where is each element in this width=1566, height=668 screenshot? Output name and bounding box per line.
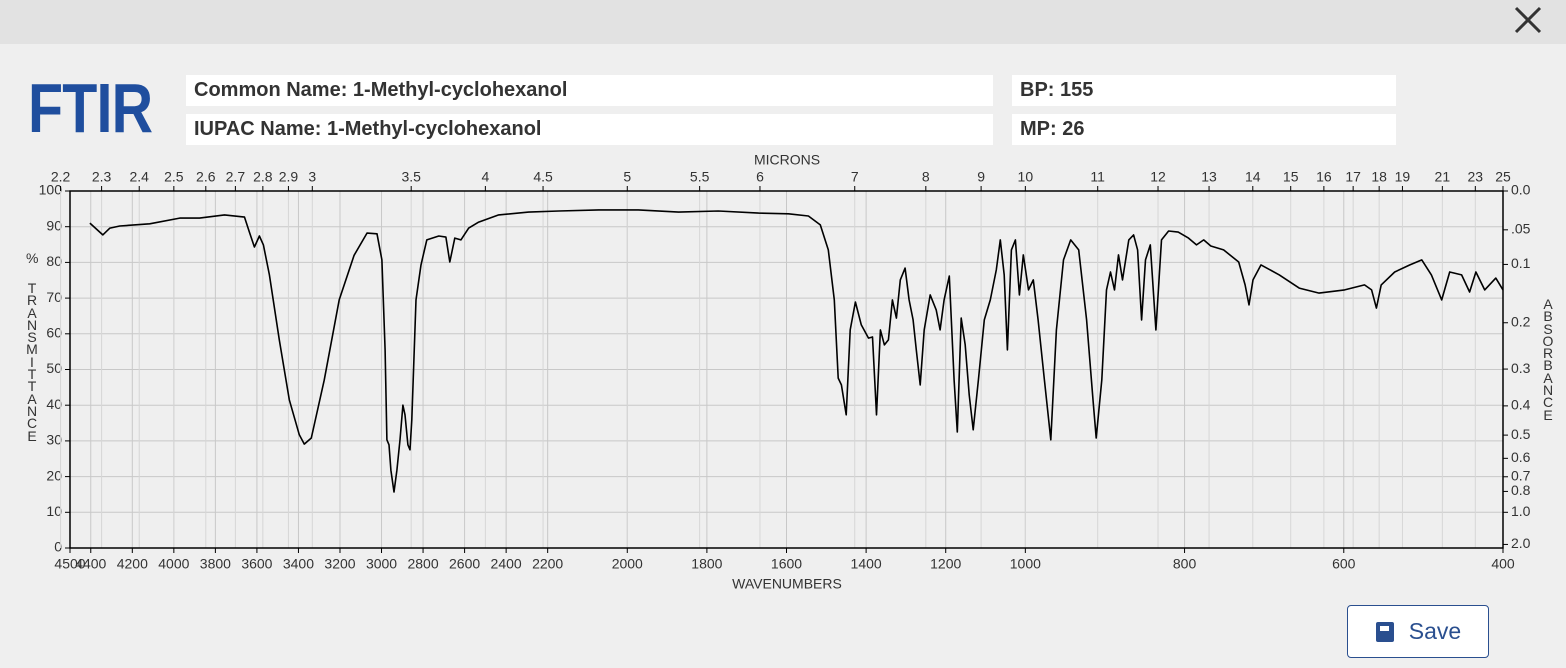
- x2-tick-label: 17: [1345, 169, 1361, 185]
- x2-tick-label: 8: [922, 169, 930, 185]
- y-tick-label: 100: [39, 182, 63, 198]
- y-tick-label: 30: [46, 432, 62, 448]
- y2-tick-label: 0.6: [1511, 449, 1531, 465]
- y-tick-label: 0: [54, 539, 62, 555]
- x-tick-label: 2200: [532, 556, 563, 572]
- y2-tick-label: 0.1: [1511, 255, 1531, 271]
- x2-tick-label: 14: [1245, 169, 1261, 185]
- x2-tick-label: 3.5: [401, 169, 421, 185]
- x2-tick-label: 25: [1495, 169, 1511, 185]
- y2-tick-label: 1.0: [1511, 503, 1531, 519]
- y-axis-label: TRANSMITTANCE: [26, 280, 38, 444]
- x-tick-label: 3200: [324, 556, 355, 572]
- x2-tick-label: 13: [1201, 169, 1217, 185]
- x2-tick-label: 19: [1395, 169, 1411, 185]
- x-tick-label: 3800: [200, 556, 231, 572]
- x2-tick-label: 11: [1090, 169, 1105, 185]
- x-tick-label: 4500: [54, 556, 85, 572]
- x2-tick-label: 3: [308, 169, 316, 185]
- x-tick-label: 1000: [1010, 556, 1041, 572]
- y-tick-label: 90: [46, 217, 62, 233]
- y-tick-label: 70: [46, 289, 62, 305]
- x2-tick-label: 23: [1468, 169, 1484, 185]
- logo: FTIR: [28, 69, 153, 147]
- x2-tick-label: 2.5: [164, 169, 184, 185]
- x-tick-label: 800: [1173, 556, 1197, 572]
- x-tick-label: 4200: [117, 556, 148, 572]
- save-label[interactable]: Save: [1408, 618, 1462, 644]
- x2-tick-label: 2.7: [226, 169, 246, 185]
- x2-tick-label: 5: [623, 169, 631, 185]
- x-tick-label: 2600: [449, 556, 480, 572]
- y2-tick-label: 0.5: [1511, 426, 1531, 442]
- y2-tick-label: 0.2: [1511, 313, 1531, 329]
- spectrum-line: [89, 209, 1504, 493]
- iupac-name: IUPAC Name: 1-Methyl-cyclohexanol: [186, 114, 993, 145]
- x2-tick-label: 4: [481, 169, 489, 185]
- x2-tick-label: 6: [756, 169, 764, 185]
- chart: MICRONS WAVENUMBERS 0 10 20 30 40 50 60 70 80 90 1…: [39, 152, 1531, 592]
- x-tick-label: 1200: [930, 556, 961, 572]
- x-tick-label: 2800: [407, 556, 438, 572]
- y2-tick-label: 0.3: [1511, 360, 1531, 376]
- y2-tick-label: 0.7: [1511, 467, 1531, 483]
- x2-tick-label: 4.5: [533, 169, 553, 185]
- save-button[interactable]: Save: [1347, 605, 1489, 658]
- x2-tick-label: 21: [1435, 169, 1451, 185]
- x-tick-label: 600: [1332, 556, 1356, 572]
- x-tick-label: 1400: [851, 556, 882, 572]
- x2-tick-label: 9: [977, 169, 985, 185]
- x-tick-label: 3600: [241, 556, 272, 572]
- y-tick-label: 60: [46, 325, 62, 341]
- y2-tick-label: 0.4: [1511, 397, 1531, 413]
- y2-tick-label: 0.8: [1511, 482, 1531, 498]
- x2-tick-label: 2.6: [196, 169, 216, 185]
- x-tick-label: 1600: [771, 556, 802, 572]
- x2-tick-label: 2.9: [279, 169, 299, 185]
- y-unit: %: [26, 250, 39, 266]
- x-tick-label: 2000: [612, 556, 643, 572]
- y-tick-label: 10: [46, 503, 62, 519]
- common-name: Common Name: 1-Methyl-cyclohexanol: [186, 75, 993, 106]
- y2-axis-label: ABSORBANCE: [1542, 296, 1554, 423]
- y2-tick-label: 2.0: [1511, 535, 1531, 551]
- x-tick-label: 3000: [366, 556, 397, 572]
- x2-tick-label: 2.2: [51, 169, 71, 185]
- x-tick-label: 3400: [283, 556, 314, 572]
- x2-tick-label: 16: [1316, 169, 1332, 185]
- x-tick-label: 400: [1491, 556, 1515, 572]
- y2-tick-label: .05: [1511, 221, 1531, 237]
- boiling-point: BP: 155: [1012, 75, 1396, 106]
- x2-tick-label: 2.8: [253, 169, 273, 185]
- x2-tick-label: 15: [1283, 169, 1299, 185]
- melting-point: MP: 26: [1012, 114, 1396, 145]
- x2-tick-label: 7: [851, 169, 859, 185]
- x2-tick-label: 2.3: [92, 169, 112, 185]
- close-button[interactable]: [1512, 4, 1544, 36]
- plot-frame: [69, 190, 1504, 549]
- y-tick-label: 50: [46, 360, 62, 376]
- x-tick-label: 4000: [158, 556, 189, 572]
- x2-tick-label: 2.4: [129, 169, 149, 185]
- x2-axis-label: MICRONS: [754, 152, 820, 168]
- x-axis-label: WAVENUMBERS: [732, 576, 842, 592]
- save-icon: [1375, 621, 1394, 642]
- x2-tick-label: 5.5: [690, 169, 710, 185]
- y-tick-label: 40: [46, 396, 62, 412]
- x2-tick-label: 18: [1371, 169, 1387, 185]
- y2-tick-label: 0.0: [1511, 182, 1531, 198]
- x-tick-label: 4400: [75, 556, 106, 572]
- x-tick-label: 1800: [691, 556, 722, 572]
- x2-tick-label: 10: [1018, 169, 1034, 185]
- title-bar: [0, 0, 1566, 44]
- x2-tick-label: 12: [1150, 169, 1166, 185]
- y-tick-label: 20: [46, 467, 62, 483]
- y-tick-label: 80: [46, 253, 62, 269]
- x-tick-label: 2400: [491, 556, 522, 572]
